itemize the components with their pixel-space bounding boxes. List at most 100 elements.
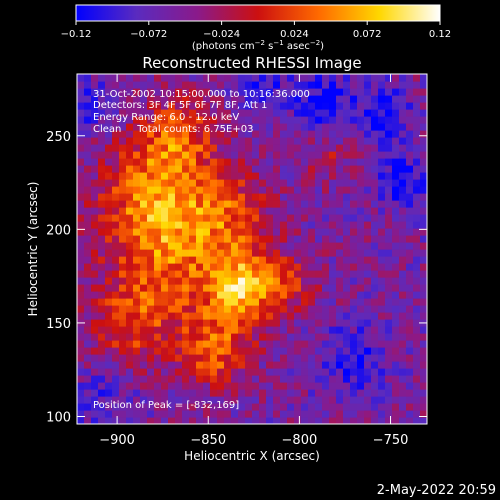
heatmap-cell [182,144,190,152]
heatmap-cell [84,284,92,292]
heatmap-cell [350,151,358,159]
heatmap-cell [210,193,218,201]
heatmap-cell [182,95,190,103]
heatmap-cell [315,319,323,327]
heatmap-cell [224,207,232,215]
heatmap-cell [280,88,288,96]
heatmap-cell [287,354,295,362]
heatmap-cell [308,249,316,257]
heatmap-cell [287,277,295,285]
heatmap-cell [112,207,120,215]
heatmap-cell [420,130,427,138]
heatmap-cell [245,95,253,103]
heatmap-cell [322,270,330,278]
heatmap-cell [140,186,148,194]
heatmap-cell [287,158,295,166]
heatmap-cell [322,277,330,285]
heatmap-cell [119,116,127,124]
heatmap-cell [182,263,190,271]
heatmap-cell [406,151,414,159]
heatmap-cell [231,312,239,320]
heatmap-cell [336,354,344,362]
heatmap-cell [357,81,365,89]
heatmap-cell [84,277,92,285]
heatmap-cell [280,326,288,334]
heatmap-cell [189,326,197,334]
heatmap-cell [343,347,351,355]
heatmap-cell [420,291,427,299]
heatmap-cell [238,291,246,299]
heatmap-cell [98,186,106,194]
heatmap-cell [147,137,155,145]
chart-title: Reconstructed RHESSI Image [142,54,361,72]
heatmap-cell [161,165,169,173]
heatmap-cell [182,375,190,383]
heatmap-cell [168,347,176,355]
heatmap-cell [189,368,197,376]
heatmap-cell [77,221,85,229]
heatmap-cell [294,172,302,180]
heatmap-cell [217,130,225,138]
heatmap-cell [182,102,190,110]
heatmap-cell [420,249,427,257]
heatmap-cell [350,333,358,341]
heatmap-cell [98,375,106,383]
heatmap-cell [252,326,260,334]
heatmap-cell [203,109,211,117]
heatmap-cell [147,179,155,187]
heatmap-cell [315,256,323,264]
heatmap-cell [245,186,253,194]
heatmap-cell [161,284,169,292]
heatmap-cell [238,88,246,96]
heatmap-cell [378,109,386,117]
heatmap-cell [336,291,344,299]
heatmap-cell [238,186,246,194]
colorbar-tick-label: −0.024 [203,29,240,40]
heatmap-cell [287,214,295,222]
heatmap-cell [196,305,204,313]
heatmap-cell [126,158,134,166]
heatmap-cell [203,270,211,278]
heatmap-cell [182,333,190,341]
heatmap-cell [231,375,239,383]
heatmap-cell [105,151,113,159]
heatmap-cell [182,382,190,390]
heatmap-cell [357,158,365,166]
heatmap-cell [154,354,162,362]
heatmap-cell [189,361,197,369]
heatmap-cell [84,158,92,166]
heatmap-cell [168,270,176,278]
heatmap-cell [105,298,113,306]
heatmap-cell [259,74,267,82]
heatmap-cell [266,368,274,376]
heatmap-cell [364,207,372,215]
heatmap-cell [364,396,372,404]
heatmap-cell [273,158,281,166]
heatmap-cell [399,403,407,411]
heatmap-cell [98,284,106,292]
heatmap-cell [168,116,176,124]
heatmap-cell [77,340,85,348]
heatmap-cell [203,312,211,320]
heatmap-cell [406,221,414,229]
heatmap-cell [280,333,288,341]
heatmap-cell [406,298,414,306]
heatmap-cell [210,74,218,82]
heatmap-cell [238,263,246,271]
heatmap-cell [105,410,113,418]
heatmap-cell [413,193,421,201]
heatmap-cell [182,340,190,348]
heatmap-cell [105,249,113,257]
heatmap-cell [119,102,127,110]
heatmap-cell [224,375,232,383]
heatmap-cell [224,263,232,271]
heatmap-cell [238,403,246,411]
heatmap-cell [301,410,309,418]
heatmap-cell [322,347,330,355]
heatmap-cell [224,270,232,278]
heatmap-cell [231,158,239,166]
heatmap-cell [91,249,99,257]
heatmap-cell [112,109,120,117]
heatmap-cell [252,172,260,180]
heatmap-cell [273,179,281,187]
